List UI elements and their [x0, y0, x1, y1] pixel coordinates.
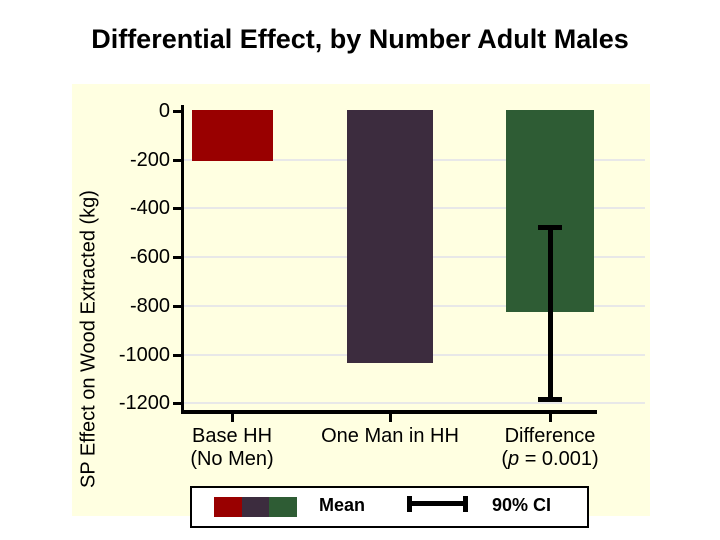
category-label-base-hh: Base HH (No Men): [190, 425, 274, 470]
y-tick-label: -1000: [118, 344, 170, 366]
legend-mean-label: Mean: [319, 495, 366, 515]
y-axis-title: SP Effect on Wood Extracted (kg): [77, 190, 100, 488]
y-tick-mark: [173, 354, 181, 357]
bar-base-hh: [192, 110, 273, 161]
legend-swatch-base-hh: [214, 497, 242, 517]
ci-upper-cap: [538, 225, 562, 230]
y-tick-mark: [173, 305, 181, 308]
y-tick-label: -400: [129, 197, 170, 219]
y-tick-mark: [173, 159, 181, 162]
x-axis-line: [181, 410, 597, 414]
y-tick-label: -800: [129, 295, 170, 317]
ci-errorbar-right-cap: [463, 496, 468, 512]
legend: Mean 90% CI: [190, 486, 589, 528]
ci-whisker-line: [548, 227, 553, 400]
ci-lower-cap: [538, 397, 562, 402]
category-label-one-man-in-hh: One Man in HH: [321, 425, 459, 447]
plot-area: SP Effect on Wood Extracted (kg) 0 -200 -4…: [72, 84, 650, 516]
y-tick-mark: [173, 402, 181, 405]
y-tick-mark: [173, 110, 181, 113]
y-tick-label: -600: [129, 246, 170, 268]
legend-swatch-difference: [269, 497, 297, 517]
x-tick-mark: [549, 414, 552, 422]
y-tick-mark: [173, 207, 181, 210]
ci-errorbar-line: [407, 501, 468, 506]
x-tick-mark: [389, 414, 392, 422]
y-tick-label: 0: [158, 100, 170, 122]
legend-ci-label: 90% CI: [492, 495, 552, 515]
gridline: [184, 402, 645, 404]
y-axis-line: [181, 105, 184, 414]
y-tick-label: -1200: [118, 392, 170, 414]
legend-swatch-one-man-in-hh: [242, 497, 269, 517]
y-tick-mark: [173, 256, 181, 259]
y-tick-label: -200: [129, 149, 170, 171]
bar-one-man-in-hh: [347, 110, 433, 363]
category-label-difference: Difference (p = 0.001): [501, 425, 599, 470]
chart-title: Differential Effect, by Number Adult Mal…: [91, 24, 629, 54]
x-tick-mark: [231, 414, 234, 422]
